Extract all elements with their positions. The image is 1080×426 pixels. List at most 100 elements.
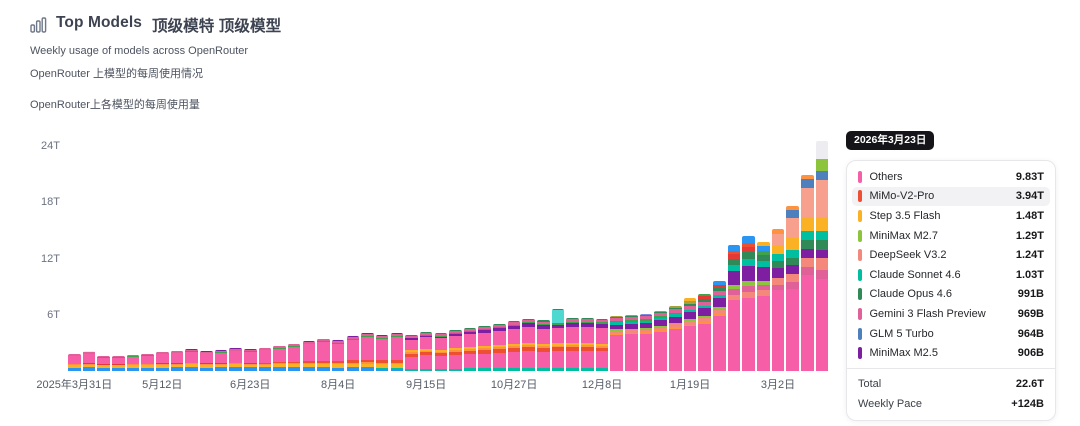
bar-week-28[interactable] (463, 328, 477, 371)
bar-segment (610, 333, 623, 335)
bar-segment (537, 320, 550, 322)
bar-segment (507, 351, 521, 369)
bar-week-39[interactable] (625, 314, 638, 371)
bar-week-44[interactable] (698, 293, 711, 371)
bar-segment (639, 319, 653, 321)
bar-week-29[interactable] (478, 326, 492, 371)
tooltip-row-claude-sonnet-4-6: Claude Sonnet 4.6 1.03T (852, 265, 1050, 285)
page-title-zh: 顶级模特 顶级模型 (151, 18, 282, 35)
weekly-usage-stacked-bar-chart[interactable]: 6T 12T 18T 24T 2025年3月31日 5月12日 6月23日 8月4日 9月15… (0, 0, 840, 426)
bar-segment (273, 363, 286, 365)
bar-week-50[interactable] (786, 206, 799, 371)
bar-segment (82, 368, 96, 371)
bar-week-23[interactable] (390, 332, 404, 371)
bar-week-27[interactable] (449, 330, 462, 371)
bar-week-17[interactable] (302, 341, 316, 371)
legend-swatch (858, 190, 862, 203)
bar-segment (463, 346, 477, 349)
bar-segment (669, 307, 682, 310)
bar-week-34[interactable] (551, 308, 565, 371)
tooltip-date-badge: 2026年3月23日 (846, 131, 935, 150)
bar-week-24[interactable] (405, 334, 418, 371)
bar-segment (566, 319, 580, 322)
legend-swatch (858, 229, 862, 242)
bar-week-15[interactable] (273, 345, 286, 371)
bar-segment (214, 352, 228, 353)
bar-week-30[interactable] (493, 323, 506, 371)
bar-segment (551, 347, 565, 352)
bar-segment (815, 258, 829, 270)
bar-week-10[interactable] (199, 351, 213, 371)
bar-week-42[interactable] (669, 305, 682, 371)
bar-week-38[interactable] (610, 316, 623, 371)
bar-week-6[interactable] (141, 353, 154, 371)
bar-segment (786, 265, 799, 274)
bar-week-7[interactable] (155, 351, 169, 371)
bar-week-11[interactable] (214, 350, 228, 371)
bar-segment (801, 178, 814, 189)
bar-segment (361, 368, 374, 371)
bar-segment (595, 344, 609, 347)
bar-week-2[interactable] (82, 351, 96, 371)
bar-week-9[interactable] (185, 349, 198, 371)
subtitle-english: Weekly usage of models across OpenRouter (30, 45, 249, 57)
bar-week-31[interactable] (507, 321, 521, 371)
bar-week-37[interactable] (595, 318, 609, 371)
bar-week-5[interactable] (126, 354, 140, 371)
bar-week-25[interactable] (419, 331, 433, 371)
bar-segment (229, 364, 242, 368)
bar-week-33[interactable] (537, 320, 550, 371)
bar-segment (273, 368, 286, 371)
bar-segment (111, 357, 125, 365)
bar-segment (434, 336, 448, 339)
legend-swatch (858, 347, 862, 360)
bar-segment (522, 342, 536, 345)
bar-week-48[interactable] (757, 241, 770, 371)
bar-week-52[interactable] (815, 140, 829, 371)
bar-week-36[interactable] (581, 317, 594, 371)
bar-week-40[interactable] (639, 313, 653, 371)
bar-segment (727, 258, 741, 265)
bar-segment (786, 238, 799, 250)
bar-segment (742, 286, 755, 292)
bar-segment (434, 356, 448, 369)
bar-segment (361, 334, 374, 337)
bar-week-13[interactable] (243, 349, 257, 371)
bar-week-8[interactable] (170, 350, 184, 371)
bar-week-51[interactable] (801, 175, 814, 371)
plot-area[interactable] (68, 130, 832, 371)
bar-week-14[interactable] (258, 347, 272, 371)
bar-week-1[interactable] (68, 353, 81, 371)
bar-week-26[interactable] (434, 333, 448, 371)
bar-week-16[interactable] (287, 343, 301, 371)
bar-segment (771, 228, 785, 234)
bar-week-20[interactable] (346, 335, 360, 371)
bar-week-19[interactable] (331, 340, 345, 371)
bar-segment (698, 299, 711, 302)
bar-segment (449, 334, 462, 336)
bar-segment (243, 368, 257, 371)
bar-week-18[interactable] (317, 338, 330, 371)
bar-segment (815, 158, 829, 171)
bar-week-41[interactable] (654, 310, 667, 371)
bar-segment (317, 362, 330, 365)
bar-segment (258, 349, 272, 351)
bar-segment (507, 328, 521, 344)
bar-week-46[interactable] (727, 244, 741, 371)
bar-week-49[interactable] (771, 228, 785, 371)
bar-week-12[interactable] (229, 348, 242, 371)
bar-week-47[interactable] (742, 236, 755, 371)
bar-week-22[interactable] (375, 335, 389, 371)
bar-week-45[interactable] (713, 280, 726, 371)
bar-week-3[interactable] (97, 355, 110, 371)
bar-week-32[interactable] (522, 318, 536, 371)
bar-week-35[interactable] (566, 318, 580, 371)
bar-segment (669, 312, 682, 315)
bar-segment (375, 364, 389, 368)
bar-week-43[interactable] (683, 298, 697, 371)
bar-week-21[interactable] (361, 333, 374, 371)
bar-segment (595, 323, 609, 328)
bar-week-4[interactable] (111, 355, 125, 371)
bar-segment (757, 280, 770, 285)
x-tick-label: 6月23日 (230, 379, 271, 391)
